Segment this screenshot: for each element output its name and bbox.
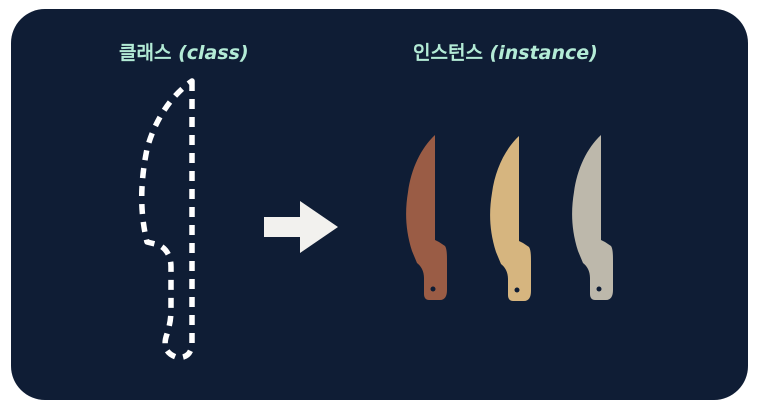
grey-knife-icon	[572, 135, 613, 300]
class-heading-english: (class)	[178, 42, 249, 64]
brown-knife-shape	[406, 135, 447, 300]
diagram-card: 클래스 (class) 인스턴스 (instance)	[11, 9, 748, 400]
arrow-right-icon	[264, 201, 338, 253]
brown-knife-rivet	[430, 286, 436, 292]
grey-knife-rivet	[596, 286, 602, 292]
brown-knife-icon	[406, 135, 447, 300]
gold-knife-shape	[490, 136, 531, 301]
instance-heading-english: (instance)	[489, 42, 598, 64]
class-knife-outline	[139, 78, 195, 361]
instance-heading: 인스턴스 (instance)	[413, 38, 598, 65]
dashed-knife-outline-icon	[139, 78, 195, 361]
diagram-canvas	[139, 78, 613, 361]
gold-knife-icon	[490, 136, 531, 301]
grey-knife-shape	[572, 135, 613, 300]
gold-knife-rivet	[514, 287, 520, 293]
class-heading-korean: 클래스	[119, 42, 172, 64]
class-heading: 클래스 (class)	[119, 38, 249, 65]
instance-heading-korean: 인스턴스	[413, 42, 483, 64]
transform-arrow	[264, 201, 338, 253]
